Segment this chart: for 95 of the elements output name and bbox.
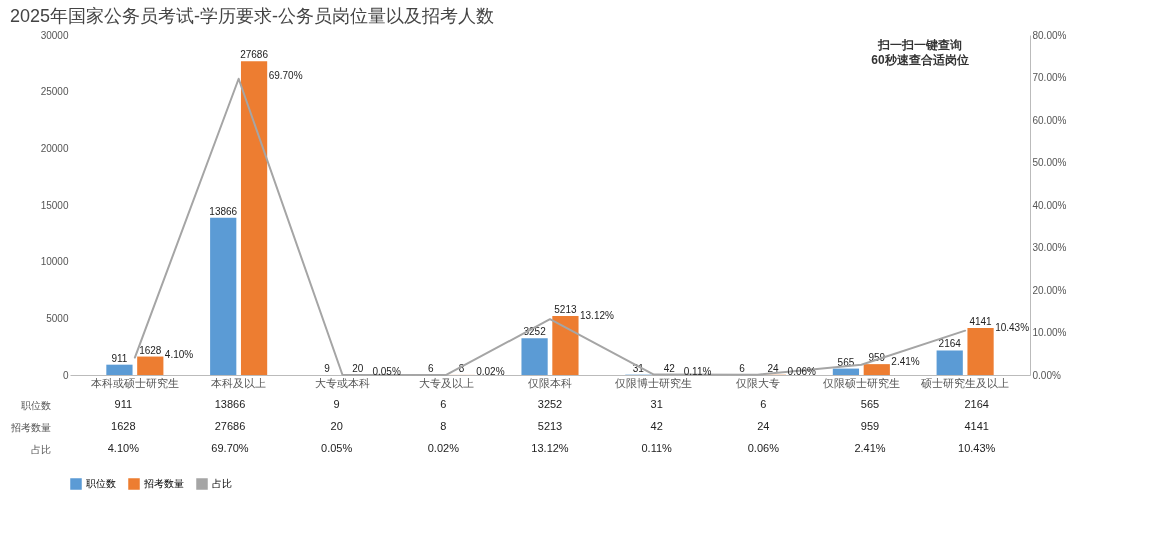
data-label: 6 bbox=[440, 398, 447, 410]
x-tick-label: 大专及以上 bbox=[418, 376, 474, 389]
data-label: 8 bbox=[440, 420, 447, 432]
bar bbox=[137, 356, 164, 375]
text: 招考数量 bbox=[10, 421, 51, 433]
data-label: 69.70% bbox=[211, 442, 249, 454]
text: 6 bbox=[739, 362, 745, 374]
y-tick-label: 0 bbox=[62, 369, 69, 381]
y2-tick-label: 10.00% bbox=[1032, 327, 1067, 338]
data-label: 565 bbox=[860, 398, 880, 410]
text: 13.12% bbox=[580, 310, 614, 322]
y-tick-label: 5000 bbox=[46, 312, 69, 324]
text: 1628 bbox=[139, 344, 162, 356]
legend-label: 职位数 bbox=[86, 478, 116, 489]
text: 0.02% bbox=[476, 365, 505, 377]
data-label: 1628 bbox=[111, 420, 136, 432]
data-label: 42 bbox=[650, 420, 663, 432]
text: 911 bbox=[111, 352, 128, 364]
text: 24 bbox=[767, 362, 779, 374]
data-label: 4141 bbox=[964, 420, 989, 432]
text: 0.06% bbox=[787, 365, 816, 377]
x-tick-label: 仅限本科 bbox=[528, 376, 572, 389]
text: 10.43% bbox=[995, 321, 1030, 333]
text: 2.41% bbox=[891, 355, 920, 367]
data-label: 9 bbox=[333, 398, 340, 410]
y2-tick-label: 60.00% bbox=[1032, 114, 1067, 126]
data-label: 0.06% bbox=[747, 442, 780, 454]
text: 9 bbox=[324, 362, 330, 374]
text: 69.70% bbox=[268, 69, 303, 81]
text: 4.10% bbox=[164, 348, 194, 360]
data-label: 4.10% bbox=[107, 442, 140, 454]
data-label: 2.41% bbox=[854, 442, 886, 454]
x-tick-label: 仅限大专 bbox=[735, 376, 780, 389]
y2-tick-label: 40.00% bbox=[1032, 199, 1067, 211]
chart-title: 2025年国家公务员考试-学历要求-公务员岗位量以及招考人数 bbox=[10, 6, 495, 26]
y-tick-label: 10000 bbox=[40, 256, 69, 268]
text: 13866 bbox=[209, 205, 238, 217]
data-label: 3252 bbox=[537, 398, 563, 410]
text: 职位数 bbox=[20, 399, 51, 411]
text: 0.05% bbox=[372, 365, 401, 377]
bar bbox=[936, 350, 963, 375]
text: 占比 bbox=[30, 443, 51, 455]
x-tick-label: 仅限博士研究生 bbox=[615, 376, 693, 389]
y-tick-label: 25000 bbox=[40, 86, 69, 98]
data-label: 13.12% bbox=[531, 442, 569, 454]
bar bbox=[832, 368, 860, 375]
data-label: 5213 bbox=[537, 420, 563, 432]
text: 42 bbox=[663, 362, 675, 374]
data-label: 27686 bbox=[214, 420, 246, 432]
y2-tick-label: 0.00% bbox=[1032, 369, 1061, 381]
legend-label: 招考数量 bbox=[143, 478, 184, 489]
x-tick-label: 仅限硕士研究生 bbox=[822, 376, 900, 389]
data-label: 24 bbox=[757, 420, 770, 432]
bar bbox=[863, 364, 890, 375]
bar bbox=[240, 61, 268, 375]
annotation: 扫一扫一键查询 bbox=[877, 38, 962, 52]
data-label: 31 bbox=[650, 398, 663, 410]
data-label: 13866 bbox=[214, 398, 246, 410]
y2-tick-label: 80.00% bbox=[1032, 29, 1067, 41]
y2-tick-label: 70.00% bbox=[1032, 72, 1067, 83]
bar bbox=[967, 328, 994, 375]
legend-label: 占比 bbox=[212, 478, 232, 489]
y-tick-label: 15000 bbox=[40, 199, 69, 211]
bar bbox=[210, 217, 237, 375]
y2-tick-label: 20.00% bbox=[1032, 284, 1067, 296]
data-label: 2164 bbox=[964, 398, 989, 410]
data-label: 911 bbox=[114, 398, 133, 410]
data-label: 6 bbox=[760, 398, 767, 410]
data-label: 0.02% bbox=[427, 442, 460, 454]
data-label: 0.11% bbox=[641, 442, 673, 454]
bar bbox=[521, 338, 548, 375]
data-label: 20 bbox=[330, 420, 343, 432]
x-tick-label: 本科及以上 bbox=[211, 376, 267, 389]
y-tick-label: 20000 bbox=[40, 142, 69, 154]
text: 0.11% bbox=[683, 365, 712, 377]
bar bbox=[552, 315, 579, 375]
bar bbox=[106, 364, 133, 375]
x-tick-label: 大专或本科 bbox=[314, 376, 370, 389]
data-label: 0.05% bbox=[321, 442, 353, 454]
data-label: 959 bbox=[860, 420, 880, 432]
text: 5213 bbox=[554, 303, 577, 315]
x-tick-label: 本科或硕士研究生 bbox=[90, 376, 179, 389]
y2-tick-label: 30.00% bbox=[1032, 242, 1067, 253]
line-series bbox=[133, 77, 967, 376]
y-tick-label: 30000 bbox=[40, 29, 69, 41]
text: 4141 bbox=[969, 316, 992, 328]
text: 20 bbox=[352, 362, 364, 374]
annotation: 60秒速查合适岗位 bbox=[871, 53, 969, 67]
text: 27686 bbox=[240, 49, 268, 61]
y2-tick-label: 50.00% bbox=[1032, 157, 1067, 168]
text: 6 bbox=[428, 362, 434, 374]
text: 2164 bbox=[938, 338, 961, 350]
text: 3252 bbox=[523, 326, 546, 338]
x-tick-label: 硕士研究生及以上 bbox=[920, 376, 1010, 389]
data-label: 10.43% bbox=[958, 442, 996, 454]
